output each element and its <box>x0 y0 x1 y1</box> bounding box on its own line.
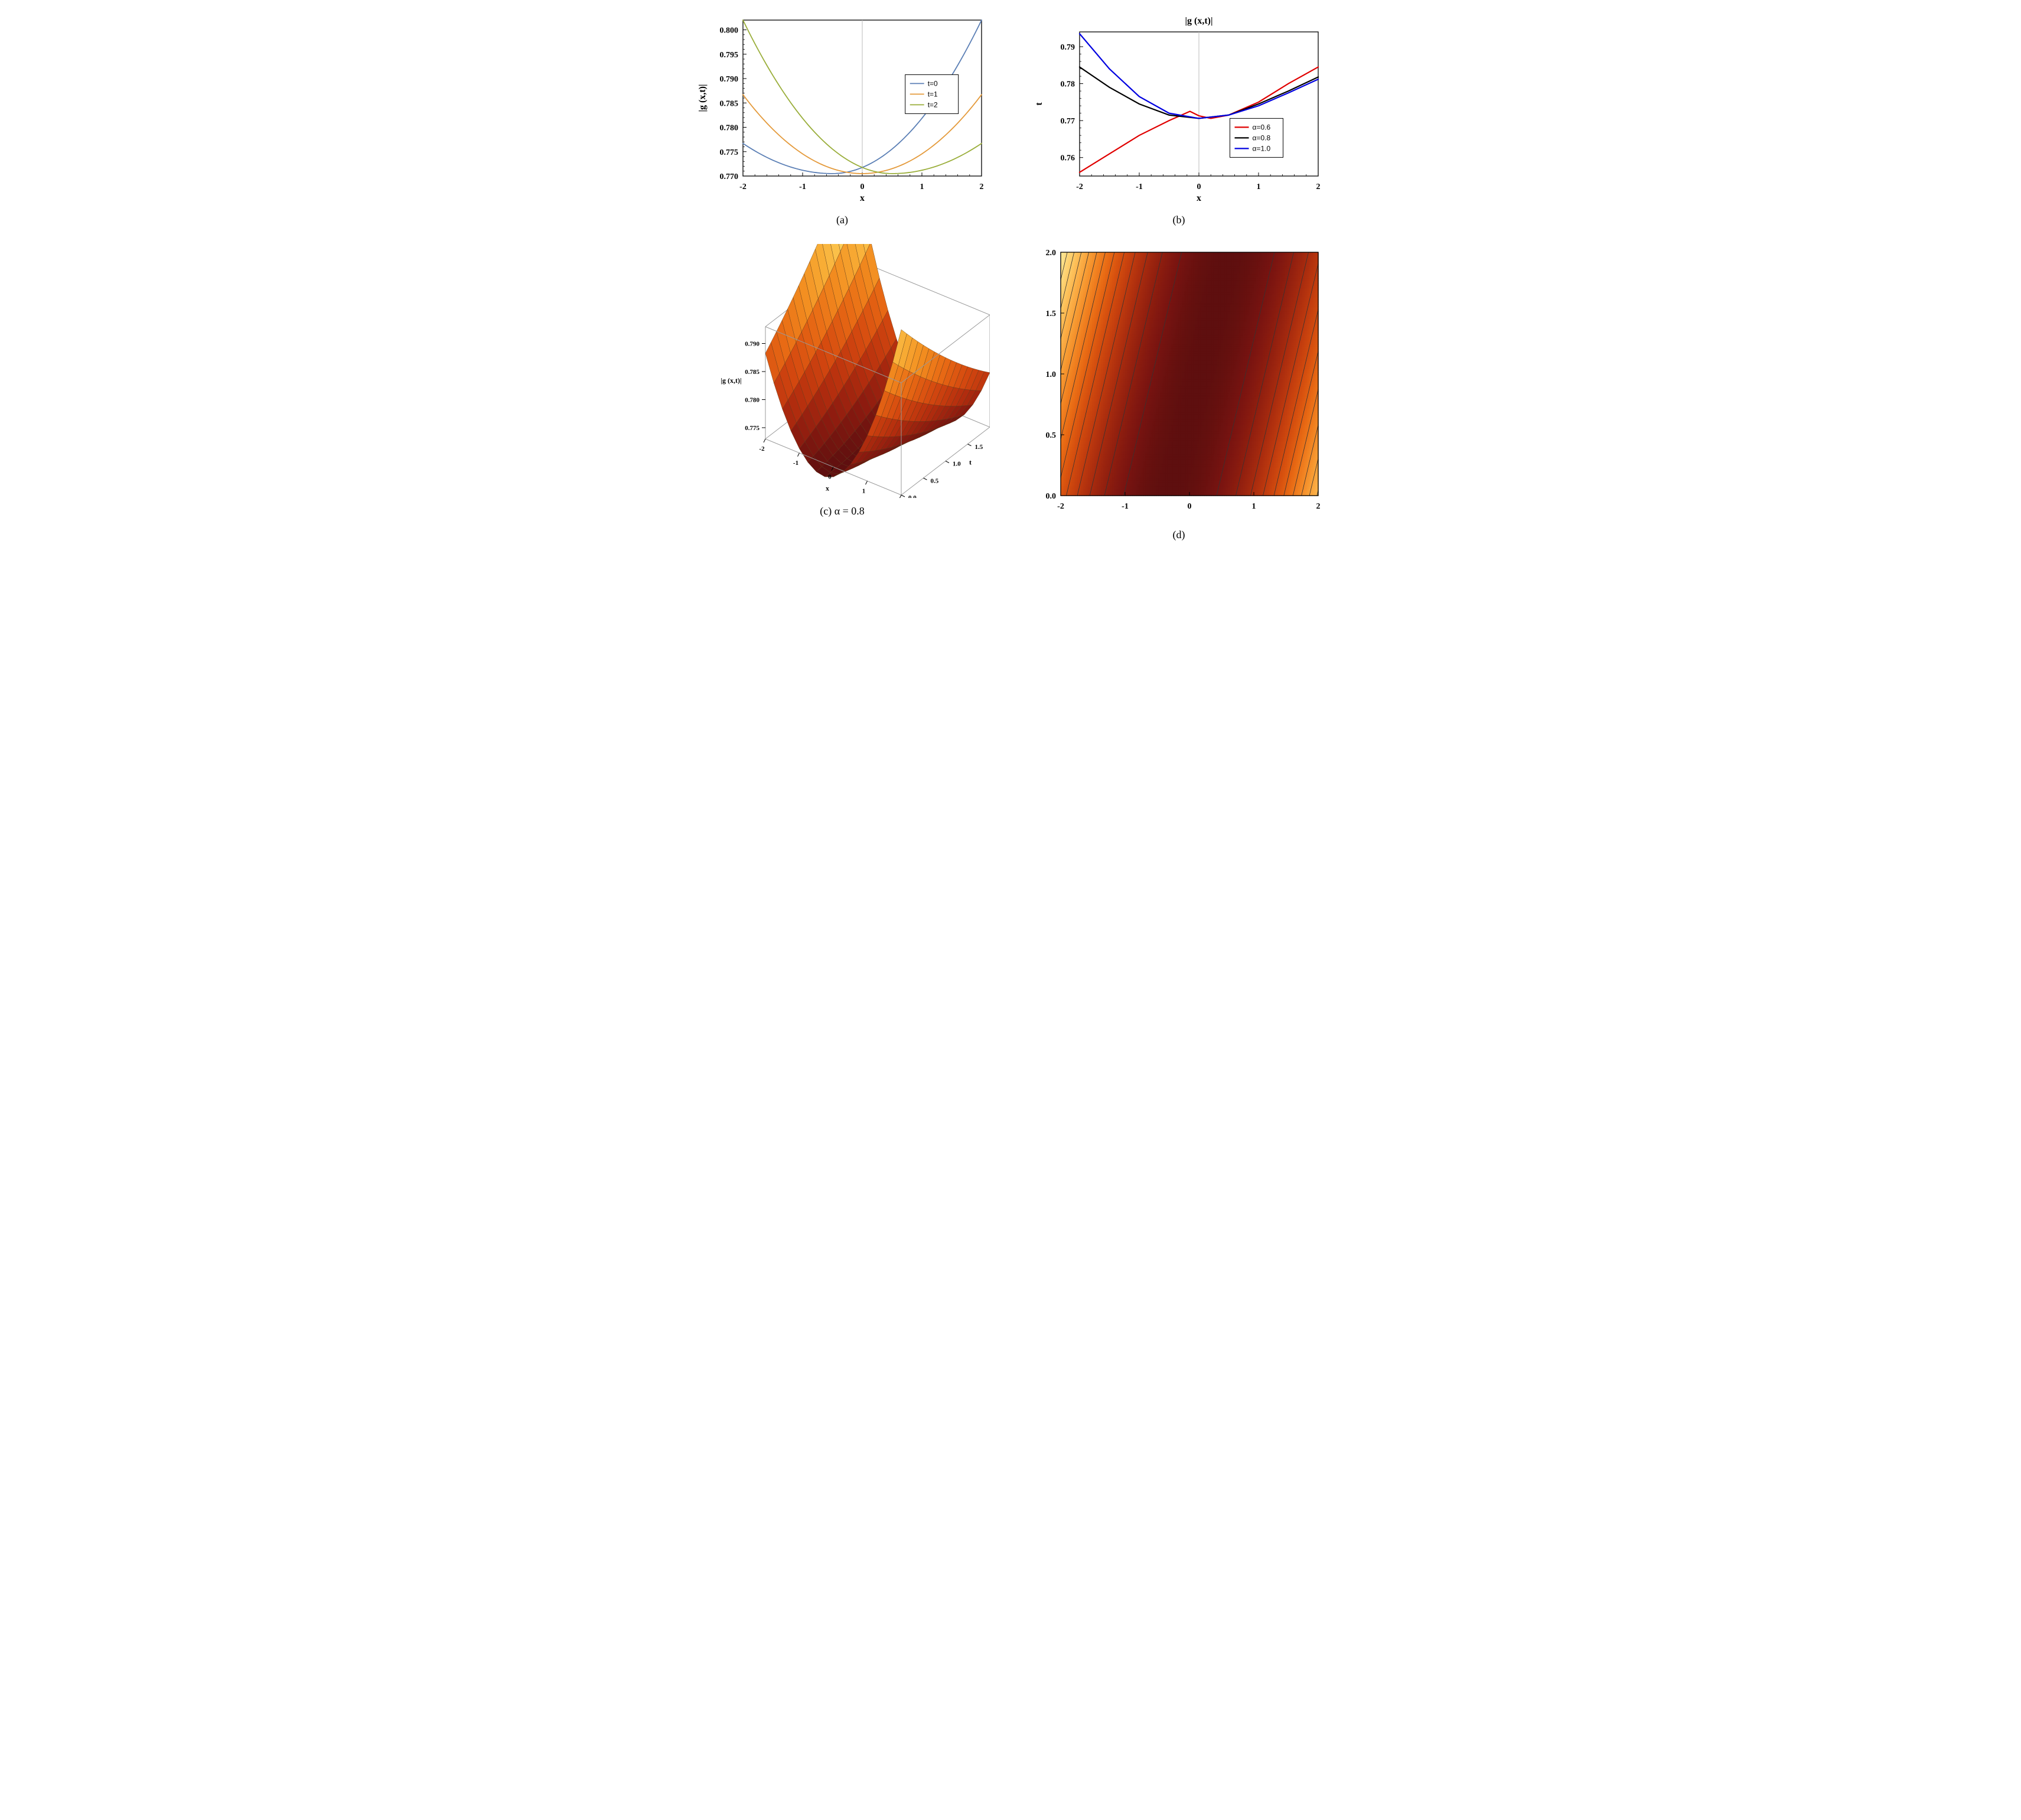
svg-text:α=0.6: α=0.6 <box>1253 123 1271 131</box>
caption-a: (a) <box>836 214 848 226</box>
svg-text:-1: -1 <box>1136 183 1143 191</box>
svg-text:2: 2 <box>980 183 984 191</box>
panel-c: -2-1012x0.00.51.01.52.0t0.7750.7800.7850… <box>686 244 999 541</box>
svg-text:1: 1 <box>862 487 866 494</box>
chart-d: -2-10120.00.51.01.52.0 <box>1031 244 1326 522</box>
svg-text:0.0: 0.0 <box>908 494 917 498</box>
svg-text:-1: -1 <box>793 460 798 467</box>
svg-text:0.79: 0.79 <box>1061 43 1075 52</box>
svg-text:1: 1 <box>920 183 924 191</box>
svg-text:0.780: 0.780 <box>720 124 739 133</box>
svg-text:0.76: 0.76 <box>1061 154 1075 163</box>
panel-a: -2 -1 0 1 2 0.770 0.775 0.780 0.785 0.790 0.795 0.8… <box>686 12 999 226</box>
caption-b: (b) <box>1173 214 1185 226</box>
svg-text:-1: -1 <box>799 183 806 191</box>
svg-text:|g (x,t)|: |g (x,t)| <box>1185 16 1212 26</box>
svg-text:-2: -2 <box>739 183 747 191</box>
svg-text:t: t <box>969 458 972 467</box>
svg-text:|g (x,t)|: |g (x,t)| <box>721 376 741 385</box>
svg-text:0.785: 0.785 <box>720 99 739 108</box>
svg-text:t: t <box>1034 102 1044 106</box>
svg-text:0: 0 <box>1197 183 1201 191</box>
svg-text:0.790: 0.790 <box>745 341 759 348</box>
caption-c: (c) α = 0.8 <box>820 505 865 517</box>
panel-d: -2-10120.00.51.01.52.0 (d) <box>1022 244 1335 541</box>
svg-text:0.78: 0.78 <box>1061 80 1075 89</box>
svg-text:-2: -2 <box>759 445 765 452</box>
svg-text:x: x <box>1197 193 1201 203</box>
svg-text:0.795: 0.795 <box>720 51 739 60</box>
svg-text:|g (x,t)|: |g (x,t)| <box>697 84 708 112</box>
chart-b: -2 -1 0 1 2 0.76 0.77 0.78 0.79 x t |g (x,t)| α=0.6 α… <box>1031 12 1326 207</box>
svg-text:t=0: t=0 <box>928 79 938 87</box>
svg-text:0.5: 0.5 <box>931 477 939 484</box>
svg-text:0.785: 0.785 <box>745 369 759 376</box>
svg-text:0.780: 0.780 <box>745 397 759 404</box>
svg-text:x: x <box>860 193 865 203</box>
svg-text:2: 2 <box>1316 183 1321 191</box>
svg-text:0.775: 0.775 <box>745 425 759 432</box>
svg-text:0.800: 0.800 <box>720 27 739 35</box>
panel-b: -2 -1 0 1 2 0.76 0.77 0.78 0.79 x t |g (x,t)| α=0.6 α… <box>1022 12 1335 226</box>
caption-d: (d) <box>1173 529 1185 541</box>
svg-text:0.77: 0.77 <box>1061 117 1075 126</box>
svg-text:1: 1 <box>1257 183 1261 191</box>
svg-text:0.790: 0.790 <box>720 75 739 84</box>
svg-text:0: 0 <box>828 474 832 481</box>
svg-text:t=1: t=1 <box>928 90 938 98</box>
svg-text:0.775: 0.775 <box>720 148 739 157</box>
chart-c: -2-1012x0.00.51.01.52.0t0.7750.7800.7850… <box>695 244 990 498</box>
chart-a: -2 -1 0 1 2 0.770 0.775 0.780 0.785 0.790 0.795 0.8… <box>695 12 990 207</box>
svg-text:-2: -2 <box>1076 183 1083 191</box>
svg-text:x: x <box>826 484 829 493</box>
svg-text:t=2: t=2 <box>928 100 938 109</box>
svg-text:1.0: 1.0 <box>953 461 961 468</box>
svg-text:α=0.8: α=0.8 <box>1253 134 1271 142</box>
svg-text:0: 0 <box>860 183 865 191</box>
svg-text:0.770: 0.770 <box>720 172 739 181</box>
svg-text:α=1.0: α=1.0 <box>1253 144 1271 152</box>
svg-text:1.5: 1.5 <box>975 444 983 451</box>
